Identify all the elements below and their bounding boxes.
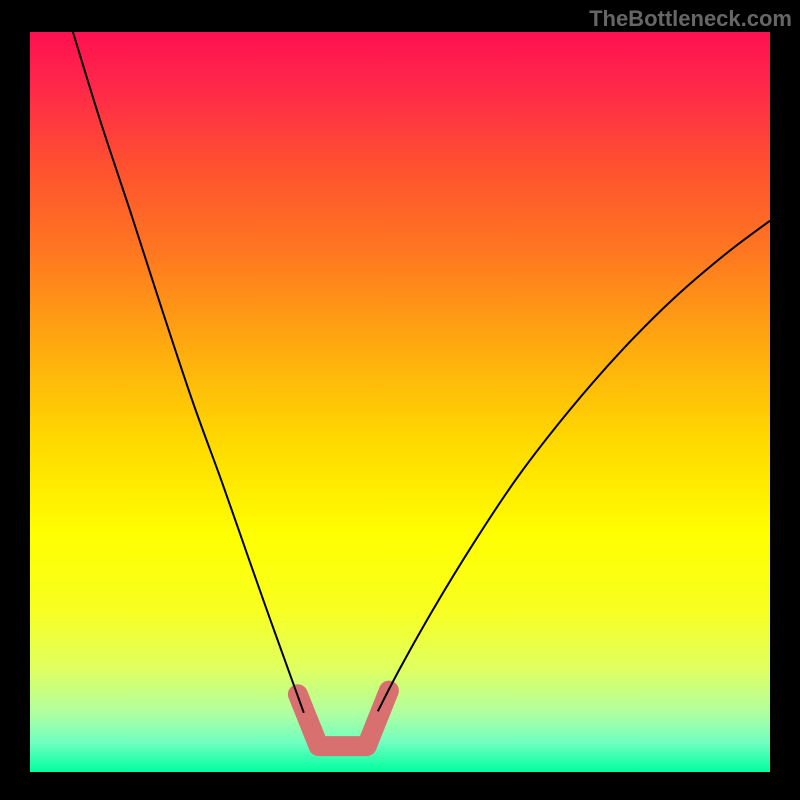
watermark-text: TheBottleneck.com (589, 6, 792, 32)
plot-area (30, 32, 770, 772)
bottleneck-curve (73, 32, 770, 713)
curve-overlay (30, 32, 770, 772)
highlight-marker (298, 691, 389, 747)
